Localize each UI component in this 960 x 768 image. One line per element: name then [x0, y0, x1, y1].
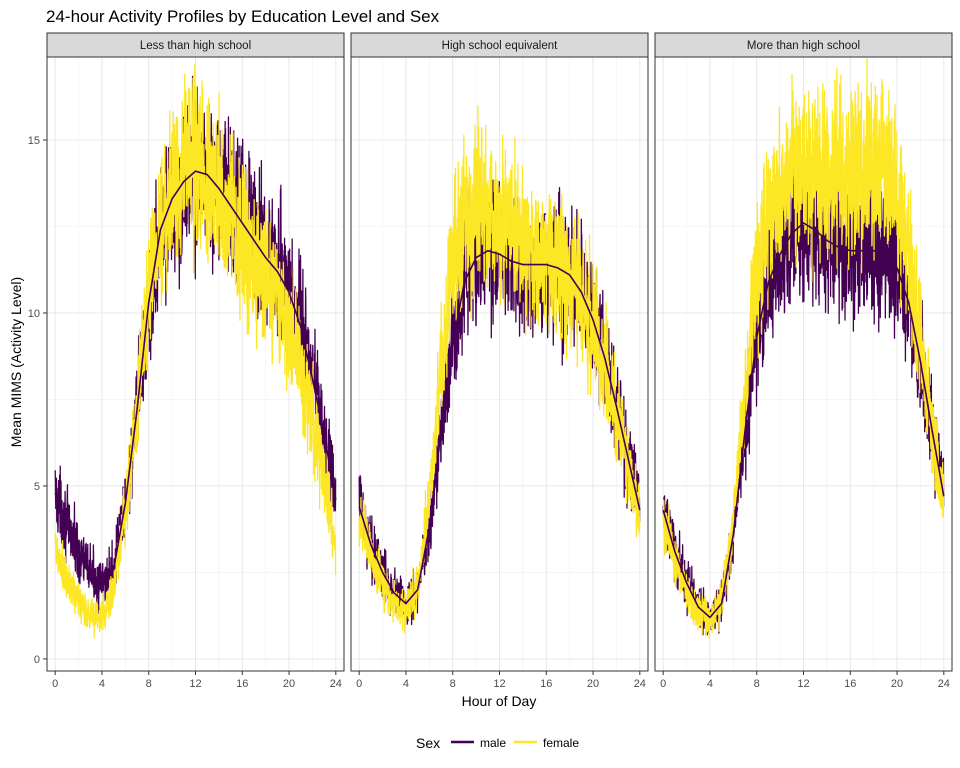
x-axis-title: Hour of Day	[462, 693, 537, 709]
x-tick-label: 16	[844, 678, 856, 690]
x-tick-label: 0	[356, 678, 362, 690]
x-tick-label: 24	[634, 678, 646, 690]
facet-strip-label: Less than high school	[140, 40, 251, 52]
series-group	[54, 64, 337, 639]
facet-strip	[350, 32, 649, 58]
x-tick-label: 4	[707, 678, 713, 690]
x-tick-label: 20	[891, 678, 903, 690]
series-line-female	[54, 64, 337, 639]
facet-panel: Less than high school 0 4 8 12 16 20 24 0 5 10 15	[28, 32, 345, 690]
legend-label-male: male	[480, 736, 506, 750]
x-tick-label: 12	[797, 678, 809, 690]
x-tick-label: 4	[403, 678, 409, 690]
facet-panel: High school equivalent 0 4 8 12 16 20 24	[350, 32, 649, 690]
series-smooth-male	[54, 170, 337, 588]
x-tick-label: 24	[938, 678, 950, 690]
x-tick-label: 0	[52, 678, 58, 690]
legend-title: Sex	[416, 735, 440, 751]
facet-panel: More than high school 0 4 8 12 16 20 24	[654, 32, 953, 690]
series-group	[358, 105, 641, 634]
x-tick-label: 20	[283, 678, 295, 690]
legend-label-female: female	[543, 736, 579, 750]
x-tick-label: 12	[189, 678, 201, 690]
x-tick-label: 12	[493, 678, 505, 690]
facet-strip-label: More than high school	[747, 40, 860, 52]
facet-panels: Less than high school 0 4 8 12 16 20 24 0 5 10 15 Hi…	[28, 32, 953, 690]
y-axis-title: Mean MIMS (Activity Level)	[8, 277, 24, 447]
series-smooth-male	[662, 222, 945, 619]
facet-strip	[654, 32, 953, 58]
x-tick-label: 16	[236, 678, 248, 690]
x-tick-label: 8	[146, 678, 152, 690]
x-tick-label: 20	[587, 678, 599, 690]
series-line-female	[358, 105, 641, 634]
series-smooth-male	[358, 249, 641, 605]
legend: Sex male female	[416, 735, 579, 751]
x-tick-label: 24	[330, 678, 342, 690]
facet-strip	[46, 32, 345, 58]
y-tick-label: 10	[28, 308, 40, 320]
series-group	[662, 58, 945, 639]
y-tick-label: 15	[28, 135, 40, 147]
y-tick-label: 5	[34, 481, 40, 493]
y-tick-label: 0	[34, 654, 40, 666]
facet-strip-label: High school equivalent	[442, 40, 559, 52]
x-tick-label: 16	[540, 678, 552, 690]
x-tick-label: 8	[450, 678, 456, 690]
x-tick-label: 0	[660, 678, 666, 690]
x-tick-label: 8	[754, 678, 760, 690]
chart-title: 24-hour Activity Profiles by Education L…	[46, 7, 440, 26]
x-tick-label: 4	[99, 678, 105, 690]
